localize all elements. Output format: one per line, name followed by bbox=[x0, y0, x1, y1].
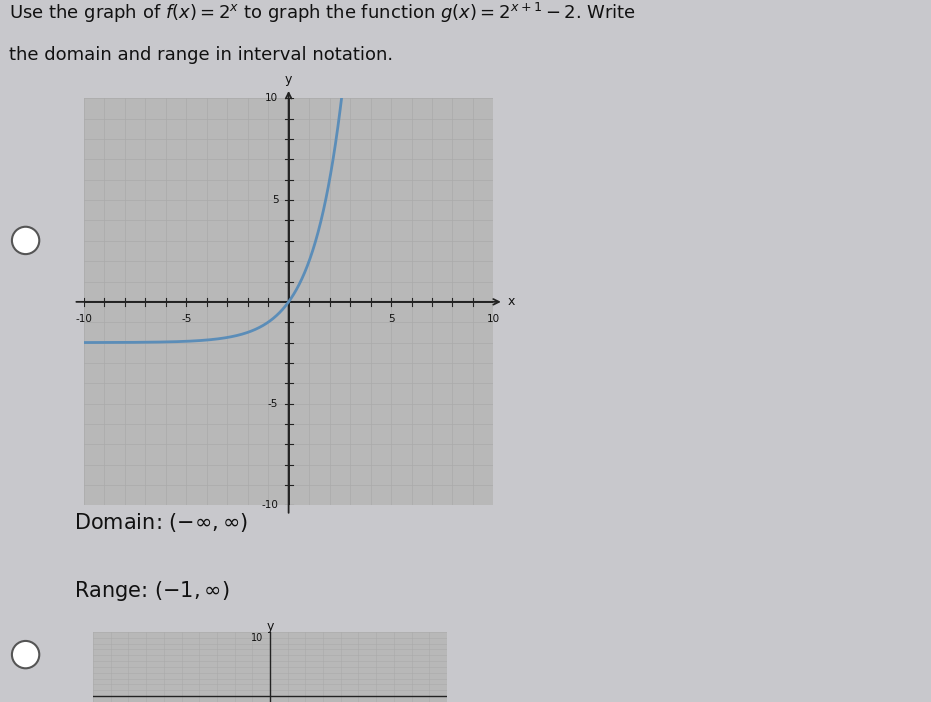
Text: 10: 10 bbox=[250, 633, 263, 642]
Text: Use the graph of $f(x) = 2^x$ to graph the function $g(x) = 2^{x+1} - 2$. Write: Use the graph of $f(x) = 2^x$ to graph t… bbox=[9, 1, 636, 25]
Text: Range: $(-1, \infty)$: Range: $(-1, \infty)$ bbox=[74, 579, 230, 604]
Text: y: y bbox=[285, 73, 292, 86]
Text: 10: 10 bbox=[265, 93, 278, 103]
Text: 10: 10 bbox=[487, 314, 500, 324]
Text: x: x bbox=[507, 296, 515, 308]
Text: -5: -5 bbox=[181, 314, 192, 324]
Circle shape bbox=[12, 641, 39, 668]
Text: -5: -5 bbox=[268, 399, 278, 409]
Text: 5: 5 bbox=[387, 314, 395, 324]
Circle shape bbox=[12, 227, 39, 254]
Text: Domain: $(-\infty, \infty)$: Domain: $(-\infty, \infty)$ bbox=[74, 511, 249, 534]
Text: -10: -10 bbox=[75, 314, 92, 324]
Text: 5: 5 bbox=[272, 195, 278, 205]
Text: the domain and range in interval notation.: the domain and range in interval notatio… bbox=[9, 46, 394, 65]
Text: y: y bbox=[266, 620, 274, 633]
Text: -10: -10 bbox=[262, 501, 278, 510]
